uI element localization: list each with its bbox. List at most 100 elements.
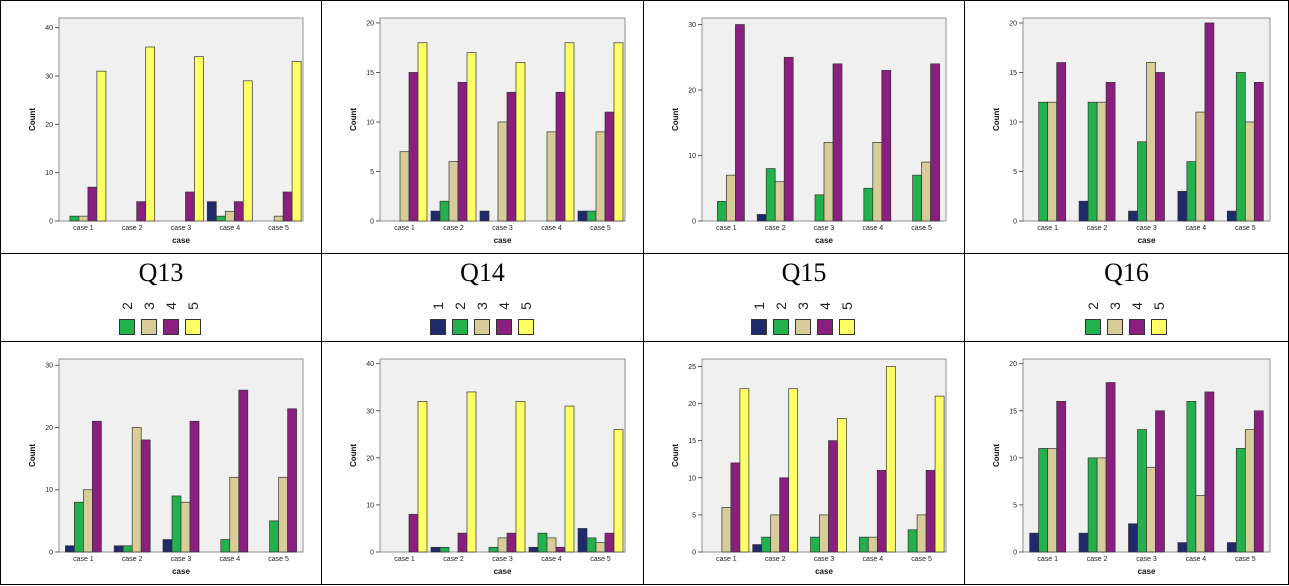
legend-swatch [185, 319, 201, 335]
bar [537, 532, 548, 553]
x-tick-label: case 3 [492, 225, 513, 232]
legend-label: 5 [839, 302, 855, 310]
y-tick-label: 20 [366, 20, 374, 27]
x-tick-label: case 3 [814, 556, 835, 563]
bar-chart: 0 10 20 30 Count case 1 case 2 case 3 case 4 case… [28, 358, 304, 576]
bar-chart: 0 5 10 15 20 Count case 1 case 2 case 3 case 4 cas… [992, 17, 1271, 245]
bar [1128, 210, 1138, 222]
bar [466, 391, 477, 553]
bar [1029, 532, 1040, 553]
bar-chart: 0 10 20 30 Count case 1 case 2 case 3 case 4 case… [671, 17, 947, 245]
bar [1235, 448, 1246, 553]
legend-swatch [163, 319, 179, 335]
y-tick-label: 10 [1009, 455, 1017, 462]
legend-label: 3 [795, 302, 811, 310]
bar [613, 42, 624, 222]
bar [185, 191, 195, 222]
x-tick-label: case 1 [394, 556, 415, 563]
bar [408, 72, 419, 222]
bar [171, 495, 182, 553]
x-tick-label: case 3 [492, 556, 513, 563]
bar [1105, 382, 1116, 553]
bar [907, 529, 918, 553]
y-tick-label: 10 [45, 170, 53, 177]
y-tick-label: 0 [49, 550, 53, 557]
bar [131, 427, 142, 553]
bar [1056, 401, 1067, 553]
bar [1226, 542, 1237, 553]
bar [1137, 429, 1147, 553]
bar [1204, 22, 1215, 222]
bar [586, 210, 597, 222]
bar [546, 131, 557, 222]
bar [65, 545, 75, 553]
x-tick-label: case 1 [1037, 556, 1058, 563]
bar [730, 462, 741, 553]
bar [1146, 466, 1156, 553]
y-tick-label: 30 [45, 74, 53, 81]
x-axis-title: case [815, 236, 833, 245]
y-tick-label: 30 [366, 408, 374, 415]
bar [506, 91, 517, 222]
y-tick-label: 10 [1009, 119, 1017, 126]
bar [1226, 210, 1237, 222]
chart-cell: 0 5 10 15 20 Count case 1 case 2 case 3 case 4 cas… [322, 1, 643, 253]
legend-label: 3 [1106, 302, 1123, 310]
legend-label: 5 [185, 302, 201, 310]
legend-label: 4 [817, 302, 833, 310]
bar [810, 536, 820, 553]
legend-swatch [751, 319, 767, 335]
bar [881, 70, 892, 222]
bar [74, 501, 84, 553]
bar-chart: 0 5 10 15 20 Count case 1 case 2 case 3 case 4 cas… [992, 358, 1271, 576]
bar [595, 131, 606, 222]
bar [1096, 101, 1107, 222]
x-tick-label: case 3 [814, 225, 835, 232]
legend-swatch [495, 319, 512, 335]
bar [439, 546, 450, 553]
y-tick-label: 5 [370, 169, 374, 176]
x-tick-label: case 1 [716, 225, 737, 232]
bar [233, 201, 244, 222]
bar [497, 537, 508, 553]
bar [1146, 62, 1156, 222]
bar [595, 542, 606, 553]
y-axis-title: Count [671, 444, 680, 467]
bar [577, 210, 588, 222]
bar [564, 405, 575, 553]
bar [925, 469, 936, 553]
y-tick-label: 0 [49, 219, 53, 226]
question-title: Q14 [460, 258, 505, 287]
border-col2 [643, 0, 644, 585]
x-axis-title: case [172, 236, 190, 245]
bar [430, 546, 441, 553]
x-tick-label: case 3 [171, 225, 192, 232]
y-tick-label: 15 [688, 438, 696, 445]
bar [69, 215, 80, 222]
border-col3 [964, 0, 965, 585]
legend-swatch [795, 319, 811, 335]
y-tick-label: 10 [688, 153, 696, 160]
bar [1038, 101, 1049, 222]
legend-swatch [141, 319, 157, 335]
legend-swatch [473, 319, 490, 335]
bar [930, 63, 940, 222]
y-tick-label: 30 [45, 363, 53, 370]
border-top [0, 0, 1289, 1]
x-tick-label: case 4 [1186, 225, 1207, 232]
bar [752, 544, 763, 553]
x-tick-label: case 5 [268, 556, 289, 563]
bar [1038, 448, 1049, 553]
bar [726, 174, 736, 222]
bar [78, 215, 89, 222]
bar [194, 56, 204, 222]
border-col1 [321, 0, 322, 585]
bar [87, 186, 98, 222]
question-title: Q13 [138, 258, 184, 287]
legend-swatch [429, 319, 446, 335]
bar [1078, 532, 1089, 553]
bar [515, 62, 526, 222]
chart-cell: 0 10 20 30 40 Count case 1 case 2 case 3 case 4 ca… [322, 342, 643, 584]
